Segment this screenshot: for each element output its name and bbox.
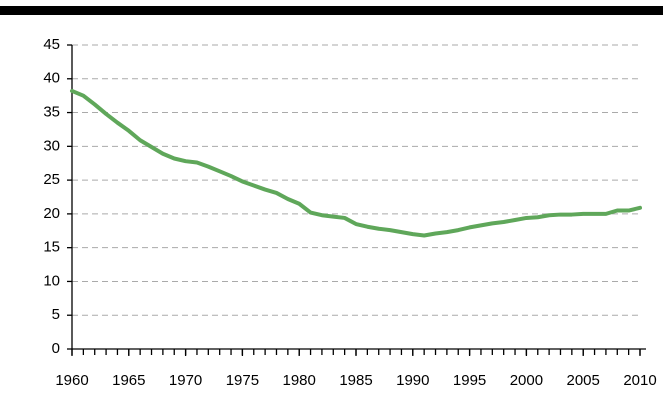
x-tick-label: 1960: [55, 372, 88, 389]
x-tick-label: 1985: [339, 372, 372, 389]
x-tick-label: 1965: [112, 372, 145, 389]
data-line: [70, 88, 642, 238]
y-tick-label: 35: [43, 104, 60, 121]
y-tick-label: 45: [43, 36, 60, 53]
y-tick-label: 20: [43, 205, 60, 222]
y-tick-label: 10: [43, 272, 60, 289]
y-tick-label: 0: [52, 340, 60, 357]
y-tick-label: 40: [43, 70, 60, 87]
x-tick-label: 2010: [623, 372, 656, 389]
x-tick-label: 1970: [169, 372, 202, 389]
x-tick-label: 2005: [567, 372, 600, 389]
y-tick-label: 25: [43, 171, 60, 188]
header-bar: [0, 6, 663, 15]
x-tick-label: 2000: [510, 372, 543, 389]
y-tick-label: 30: [43, 137, 60, 154]
y-tick-label: 15: [43, 239, 60, 256]
x-tick-label: 1990: [396, 372, 429, 389]
x-tick-label: 1995: [453, 372, 486, 389]
x-tick-label: 1980: [283, 372, 316, 389]
y-tick-label: 5: [52, 306, 60, 323]
x-tick-label: 1975: [226, 372, 259, 389]
